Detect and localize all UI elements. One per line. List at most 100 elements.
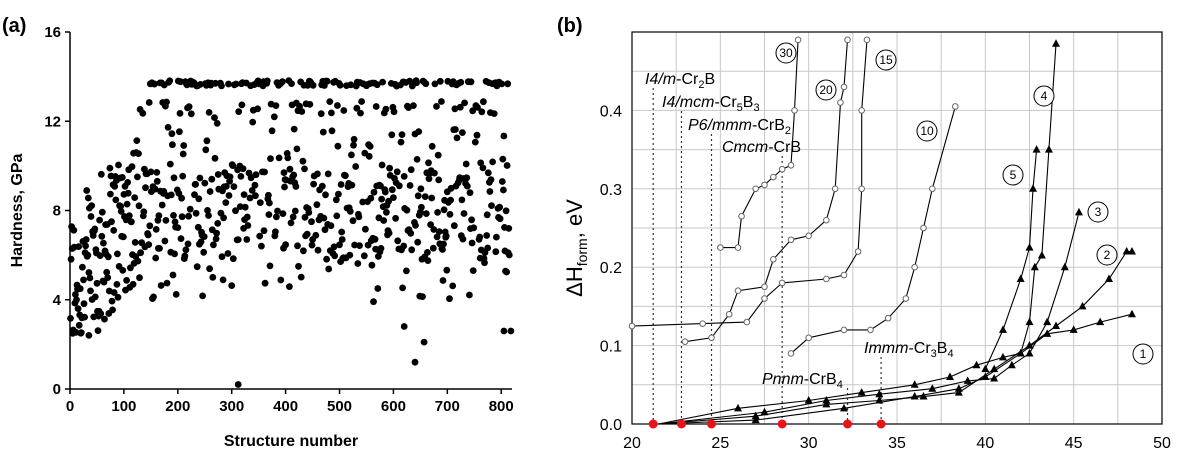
panel-b-y-label: ΔHform, eV <box>562 199 590 297</box>
scatter-point <box>279 210 287 218</box>
panel-a-tag: (a) <box>2 15 26 37</box>
scatter-point <box>478 108 486 116</box>
scatter-point <box>483 211 491 219</box>
scatter-point <box>317 110 325 118</box>
panel-b-y-tick-label: 0.1 <box>600 339 622 356</box>
phase-marker <box>777 419 787 429</box>
scatter-point <box>326 98 334 105</box>
scatter-point <box>244 222 252 229</box>
scatter-point <box>93 279 101 287</box>
scatter-point <box>356 242 363 250</box>
scatter-point <box>251 181 259 189</box>
scatter-point <box>383 208 390 216</box>
scatter-point <box>417 185 425 193</box>
series-point-triangle <box>875 389 884 398</box>
scatter-point <box>373 81 381 89</box>
series-point-circle <box>840 83 848 91</box>
scatter-point <box>272 102 280 109</box>
scatter-point <box>103 268 111 276</box>
series-point-circle <box>837 99 844 106</box>
scatter-point <box>450 222 458 230</box>
scatter-point <box>308 218 315 226</box>
series-point-triangle <box>999 352 1007 361</box>
series-point-circle <box>854 248 862 255</box>
series-point-triangle <box>963 376 972 384</box>
scatter-point <box>386 164 393 172</box>
series-point-triangle <box>1052 39 1060 47</box>
series-point-triangle <box>1007 360 1016 369</box>
scatter-point <box>412 222 419 229</box>
series-label-5: 5 <box>1002 164 1024 186</box>
scatter-point <box>150 293 157 301</box>
scatter-point <box>237 173 245 180</box>
scatter-point <box>256 232 264 240</box>
scatter-point <box>88 202 95 210</box>
scatter-point <box>313 201 321 209</box>
scatter-point <box>334 142 342 150</box>
scatter-point <box>314 246 322 254</box>
series-point-triangle <box>804 395 813 404</box>
phase-space-group: Pnnm <box>762 371 804 388</box>
scatter-point <box>205 212 212 219</box>
scatter-point <box>87 287 94 295</box>
phase-formula-2: B <box>937 340 948 357</box>
scatter-point <box>434 209 441 216</box>
scatter-point <box>252 192 259 200</box>
scatter-point <box>85 332 93 339</box>
scatter-point <box>258 242 265 250</box>
scatter-point <box>462 160 470 168</box>
phase-label: Pnnm-CrB4 <box>762 371 843 391</box>
panel-b-phase-markers <box>648 419 886 429</box>
scatter-point <box>393 168 401 176</box>
scatter-point <box>306 101 314 108</box>
scatter-point <box>403 206 411 214</box>
scatter-point <box>308 241 316 249</box>
scatter-point <box>176 110 184 117</box>
scatter-point <box>353 104 361 112</box>
scatter-point <box>407 229 415 237</box>
scatter-point <box>424 257 432 264</box>
scatter-point <box>288 80 295 87</box>
scatter-point <box>456 103 464 111</box>
scatter-point <box>87 213 95 220</box>
scatter-point <box>488 202 495 210</box>
scatter-point <box>378 161 386 169</box>
scatter-point <box>367 194 375 202</box>
scatter-point <box>212 235 220 243</box>
scatter-point <box>460 210 468 217</box>
series-point-triangle <box>1069 325 1078 333</box>
scatter-point <box>134 257 142 265</box>
series-point-circle <box>823 275 830 283</box>
scatter-point <box>265 191 272 199</box>
series-point-circle <box>884 314 892 322</box>
phase-space-group: Immm <box>864 340 908 357</box>
scatter-point <box>333 212 341 220</box>
series-point-circle <box>725 310 733 318</box>
scatter-point <box>284 154 292 162</box>
series-point-circle <box>902 295 910 302</box>
scatter-point <box>406 182 414 189</box>
scatter-point <box>166 160 174 168</box>
scatter-point <box>350 135 358 143</box>
scatter-point <box>380 217 388 224</box>
scatter-point <box>135 202 143 210</box>
series-label-circle <box>1132 343 1154 365</box>
scatter-point <box>254 105 261 113</box>
panel-a-x-tick-label: 500 <box>327 398 352 415</box>
scatter-point <box>357 109 364 117</box>
scatter-point <box>75 321 83 329</box>
scatter-point <box>153 177 161 185</box>
panel-b-x-tick-label: 40 <box>976 435 994 452</box>
scatter-point <box>192 180 200 188</box>
series-point-triangle <box>954 388 963 396</box>
scatter-point <box>476 233 484 241</box>
series-label-text: 15 <box>879 53 893 67</box>
scatter-point <box>232 80 240 88</box>
panel-a-y-label: Hardness, GPa <box>9 153 26 267</box>
phase-label: Cmcm-CrB <box>722 139 801 156</box>
scatter-point <box>86 274 94 282</box>
series-point-circle <box>752 185 759 193</box>
series-point-circle <box>761 295 768 302</box>
scatter-point <box>98 208 106 216</box>
scatter-point <box>129 280 137 288</box>
